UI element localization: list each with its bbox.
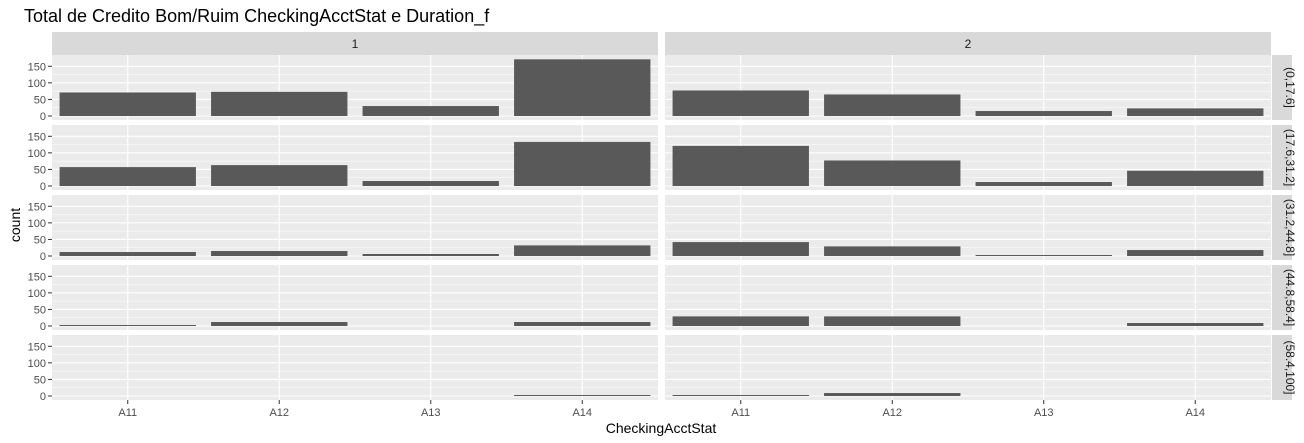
row-strip <box>1272 55 1292 120</box>
y-tick-label: 0 <box>40 391 46 403</box>
y-tick-label: 100 <box>28 78 46 90</box>
row-strip <box>1272 265 1292 330</box>
panels-layer: 1 2 (0,17.6] (17.6,31.2] (31.2,44.8] (44.8,58… <box>28 32 1297 419</box>
x-tick-label: A13 <box>1034 407 1054 419</box>
chart-title: Total de Credito Bom/Ruim CheckingAcctSt… <box>24 6 490 27</box>
bar-a12 <box>824 160 961 186</box>
y-tick-label: 50 <box>34 374 46 386</box>
y-tick-label: 150 <box>28 131 46 143</box>
bar-a14 <box>1127 323 1264 326</box>
bar-a14 <box>514 322 651 326</box>
bar-a12 <box>824 316 961 326</box>
bar-a13 <box>362 106 499 116</box>
column-strip <box>52 32 658 55</box>
bar-a11 <box>672 242 809 256</box>
row-strip <box>1272 125 1292 190</box>
bar-a12 <box>211 251 348 256</box>
panel-background <box>52 335 658 400</box>
bar-a11 <box>672 395 809 396</box>
bar-a12 <box>824 393 961 396</box>
x-tick-label: A12 <box>882 407 902 419</box>
y-tick-label: 100 <box>28 288 46 300</box>
bar-a14 <box>514 59 651 116</box>
bar-a11 <box>59 167 196 186</box>
y-tick-label: 50 <box>34 94 46 106</box>
bar-a11 <box>672 316 809 326</box>
row-strip <box>1272 195 1292 260</box>
bar-a11 <box>59 325 196 326</box>
y-tick-label: 100 <box>28 148 46 160</box>
panel-background <box>665 335 1271 400</box>
row-strip-label: (0,17.6] <box>1283 67 1297 108</box>
row-strip-label: (58.4,100] <box>1283 340 1297 394</box>
y-tick-label: 0 <box>40 111 46 123</box>
y-tick-label: 0 <box>40 251 46 263</box>
y-tick-label: 150 <box>28 341 46 353</box>
x-tick-label: A11 <box>731 407 750 419</box>
bar-a14 <box>514 141 651 186</box>
y-tick-label: 50 <box>34 234 46 246</box>
row-strip <box>1272 335 1292 400</box>
bar-a13 <box>975 255 1112 256</box>
bar-a11 <box>672 145 809 186</box>
row-strip-label: (31.2,44.8] <box>1283 199 1297 256</box>
column-strip <box>665 32 1271 55</box>
y-axis-title: count <box>7 208 23 242</box>
y-tick-label: 0 <box>40 181 46 193</box>
bar-a14 <box>1127 170 1264 186</box>
x-axis-title: CheckingAcctStat <box>606 420 717 436</box>
y-tick-label: 150 <box>28 201 46 213</box>
bar-a11 <box>59 92 196 116</box>
bar-a13 <box>975 111 1112 116</box>
bar-a12 <box>211 91 348 116</box>
column-strip-label: 1 <box>352 37 359 51</box>
y-tick-label: 0 <box>40 321 46 333</box>
x-tick-label: A11 <box>118 407 137 419</box>
y-tick-label: 100 <box>28 218 46 230</box>
x-tick-label: A13 <box>421 407 441 419</box>
y-tick-label: 150 <box>28 271 46 283</box>
y-tick-label: 50 <box>34 164 46 176</box>
bar-a14 <box>1127 250 1264 256</box>
x-tick-label: A14 <box>572 407 592 419</box>
y-tick-label: 100 <box>28 358 46 370</box>
bar-a11 <box>672 90 809 116</box>
bar-a12 <box>824 246 961 256</box>
bar-a13 <box>362 254 499 256</box>
bar-a13 <box>362 181 499 186</box>
bar-a12 <box>211 322 348 326</box>
y-tick-label: 50 <box>34 304 46 316</box>
panel-background <box>52 265 658 330</box>
x-tick-label: A12 <box>269 407 289 419</box>
row-strip-label: (44.8,58.4] <box>1283 269 1297 326</box>
column-strip-label: 2 <box>965 37 972 51</box>
x-tick-label: A14 <box>1185 407 1205 419</box>
bar-a12 <box>824 94 961 116</box>
row-strip-label: (17.6,31.2] <box>1283 129 1297 186</box>
bar-a14 <box>514 245 651 256</box>
bar-a11 <box>59 252 196 256</box>
bar-a13 <box>975 182 1112 186</box>
bar-a14 <box>1127 108 1264 116</box>
bar-a12 <box>211 165 348 186</box>
y-tick-label: 150 <box>28 61 46 73</box>
bar-a14 <box>514 395 651 396</box>
